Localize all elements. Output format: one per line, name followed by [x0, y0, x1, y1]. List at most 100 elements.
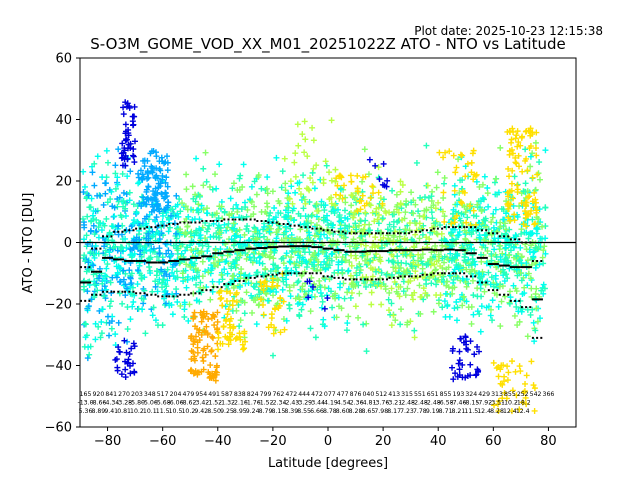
scatter-point-1583 — [305, 213, 312, 220]
scatter-point-2462 — [389, 187, 396, 194]
x-axis-label: Latitude [degrees] — [268, 456, 388, 471]
scatter-point-130 — [298, 306, 305, 313]
scatter-point-1112 — [269, 188, 276, 195]
scatter-point-953 — [479, 181, 486, 188]
scatter-point-2685 — [148, 201, 155, 208]
scatter-point-1166 — [127, 275, 134, 282]
scatter-point-2962 — [471, 351, 478, 358]
scatter-point-44 — [193, 281, 200, 288]
scatter-point-881 — [97, 334, 104, 341]
scatter-point-2107 — [461, 253, 468, 260]
scatter-point-2953 — [474, 343, 481, 350]
scatter-point-192 — [116, 290, 123, 297]
scatter-point-1573 — [316, 235, 323, 242]
scatter-point-847 — [228, 263, 235, 270]
scatter-point-959 — [343, 327, 350, 334]
scatter-point-1613 — [184, 223, 191, 230]
scatter-point-3106 — [440, 154, 447, 161]
scatter-point-2500 — [156, 250, 163, 257]
scatter-point-2314 — [497, 242, 504, 249]
scatter-point-1738 — [215, 258, 222, 265]
scatter-point-2096 — [455, 156, 462, 163]
scatter-point-2483 — [251, 178, 258, 185]
scatter-point-624 — [398, 306, 405, 313]
scatter-point-2971 — [509, 167, 516, 174]
scatter-point-1161 — [348, 262, 355, 269]
scatter-point-2926 — [124, 360, 131, 367]
scatter-point-1757 — [457, 296, 464, 303]
scatter-point-2869 — [233, 291, 240, 298]
scatter-point-1267 — [283, 250, 290, 257]
scatter-point-1426 — [264, 174, 271, 181]
scatter-point-3125 — [436, 149, 443, 156]
scatter-point-2633 — [124, 155, 131, 162]
scatter-point-173 — [388, 322, 395, 329]
scatter-point-1157 — [454, 201, 461, 208]
scatter-point-2917 — [115, 344, 122, 351]
scatter-point-2577 — [313, 200, 320, 207]
scatter-point-2813 — [210, 312, 217, 319]
scatter-point-2204 — [287, 293, 294, 300]
scatter-point-3203 — [309, 283, 316, 290]
scatter-point-1321 — [375, 220, 382, 227]
scatter-point-268 — [388, 285, 395, 292]
scatter-point-531 — [360, 321, 367, 328]
scatter-point-193 — [89, 169, 96, 176]
scatter-point-2897 — [265, 324, 272, 331]
scatter-point-3051 — [528, 207, 535, 214]
scatter-point-2948 — [449, 345, 456, 352]
scatter-point-503 — [91, 182, 98, 189]
scatter-point-111 — [489, 317, 496, 324]
scatter-point-2590 — [273, 229, 280, 236]
scatter-point-2160 — [85, 259, 92, 266]
scatter-point-569 — [123, 191, 130, 198]
scatter-point-725 — [206, 222, 213, 229]
scatter-point-1817 — [204, 248, 211, 255]
scatter-point-1983 — [80, 189, 87, 196]
bin-annotation-23-0: 512 — [375, 391, 387, 398]
scatter-point-1965 — [521, 284, 528, 291]
scatter-point-891 — [399, 181, 406, 188]
bin-annotation-24-0: 413 — [388, 391, 400, 398]
scatter-point-1717 — [332, 295, 339, 302]
bin-annotation-30-2: 11.5 — [464, 408, 478, 415]
x-tick-label-3: −20 — [259, 434, 286, 449]
scatter-point-2171 — [510, 282, 517, 289]
scatter-point-962 — [335, 261, 342, 268]
scatter-point-2972 — [522, 157, 529, 164]
scatter-point-1849 — [282, 187, 289, 194]
bin-annotation-25-1: -2.48 — [399, 400, 415, 407]
scatter-point-2628 — [130, 152, 137, 159]
scatter-point-2173 — [236, 323, 243, 330]
scatter-point-2579 — [236, 175, 243, 182]
scatter-point-2882 — [268, 315, 275, 322]
scatter-point-3175 — [287, 178, 294, 185]
scatter-point-406 — [382, 208, 389, 215]
scatter-point-2403 — [198, 248, 205, 255]
scatter-point-51 — [404, 285, 411, 292]
scatter-point-1691 — [136, 231, 143, 238]
scatter-point-2435 — [390, 218, 397, 225]
scatter-point-2410 — [429, 215, 436, 222]
scatter-point-235 — [540, 247, 547, 254]
scatter-point-2581 — [337, 225, 344, 232]
scatter-point-1340 — [233, 201, 240, 208]
scatter-point-407 — [522, 146, 529, 153]
scatter-point-3056 — [509, 387, 516, 394]
scatter-point-2068 — [493, 253, 500, 260]
scatter-point-1164 — [273, 288, 280, 295]
scatter-point-2510 — [190, 195, 197, 202]
scatter-point-1929 — [137, 242, 144, 249]
scatter-point-1165 — [107, 279, 114, 286]
scatter-point-2449 — [207, 296, 214, 303]
scatter-point-2216 — [98, 227, 105, 234]
scatter-point-668 — [368, 301, 375, 308]
scatter-point-2864 — [229, 302, 236, 309]
scatter-point-2433 — [476, 270, 483, 277]
scatter-point-1115 — [378, 283, 385, 290]
scatter-point-2624 — [131, 159, 138, 166]
scatter-point-2929 — [116, 349, 123, 356]
bin-annotation-0-1: -13.0 — [78, 400, 94, 407]
scatter-point-2641 — [122, 137, 129, 144]
scatter-point-711 — [410, 210, 417, 217]
